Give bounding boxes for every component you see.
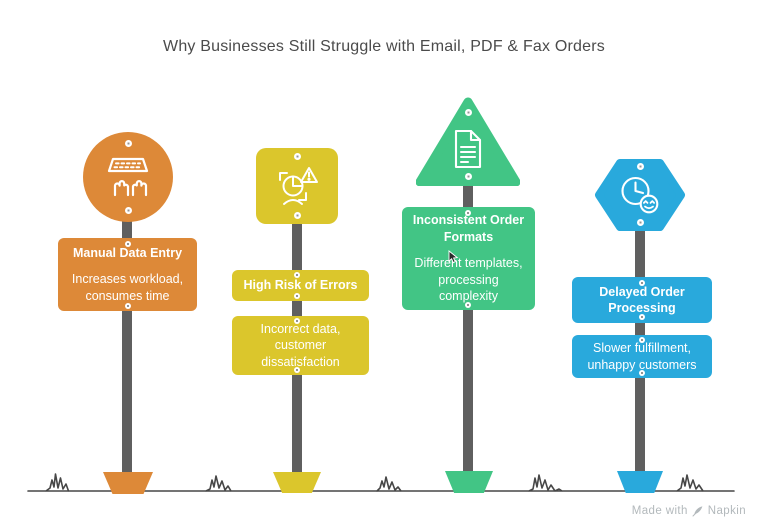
hexagon-bg bbox=[595, 159, 685, 231]
keyboard-typing-icon bbox=[107, 157, 149, 197]
feather-icon bbox=[692, 506, 703, 517]
rivet bbox=[293, 153, 301, 160]
signpost-base bbox=[617, 471, 663, 493]
rivet bbox=[639, 337, 645, 343]
sign-board: Incorrect data, customer dissatisfaction bbox=[232, 316, 369, 375]
rivet bbox=[294, 293, 300, 299]
napkin-watermark[interactable]: Made with Napkin bbox=[632, 505, 746, 517]
sign-board: Manual Data Entry Increases workload, co… bbox=[58, 238, 197, 311]
rivet bbox=[124, 241, 131, 247]
triangle-shape bbox=[416, 94, 520, 186]
rivet bbox=[124, 303, 131, 309]
rivet bbox=[293, 212, 301, 219]
rivet bbox=[639, 314, 645, 320]
sign-description: Slower fulfillment, unhappy customers bbox=[587, 341, 697, 372]
mouse-cursor bbox=[448, 250, 459, 264]
chart-error-warning-icon bbox=[279, 167, 318, 205]
sign-description: Incorrect data, customer dissatisfaction bbox=[260, 321, 341, 369]
hexagon-shape bbox=[594, 158, 686, 232]
rivet bbox=[464, 109, 472, 116]
sign-heading: Delayed Order Processing bbox=[599, 284, 685, 316]
sign-board: High Risk of Errors bbox=[232, 270, 369, 301]
sign-heading: Inconsistent Order Formats bbox=[412, 213, 525, 244]
watermark-brand: Napkin bbox=[707, 505, 746, 517]
rivet bbox=[639, 370, 645, 376]
signpost-base bbox=[103, 472, 153, 494]
rivet bbox=[294, 272, 300, 278]
rivet bbox=[636, 163, 644, 170]
triangle-bg bbox=[416, 97, 520, 186]
rivet bbox=[636, 219, 644, 226]
sign-description: Increases workload, consumes time bbox=[71, 272, 184, 303]
watermark-prefix: Made with bbox=[631, 505, 688, 517]
rivet bbox=[124, 140, 132, 147]
clock-delay-smiley-icon bbox=[621, 176, 659, 214]
diagram-title: Why Businesses Still Struggle with Email… bbox=[163, 38, 605, 55]
document-icon bbox=[454, 129, 482, 169]
rivet bbox=[465, 210, 471, 216]
signpost-base bbox=[273, 472, 321, 493]
square-shape bbox=[256, 148, 338, 224]
sign-board: Slower fulfillment, unhappy customers bbox=[572, 335, 712, 378]
rivet bbox=[294, 318, 300, 324]
rivet bbox=[124, 207, 132, 214]
rivet bbox=[464, 173, 472, 180]
rivet bbox=[639, 280, 645, 286]
signpost-pole bbox=[635, 175, 645, 476]
sign-heading: Manual Data Entry bbox=[72, 245, 183, 260]
sign-board: Inconsistent Order Formats Different tem… bbox=[402, 207, 535, 310]
rivet bbox=[465, 302, 471, 308]
rivet bbox=[294, 367, 300, 373]
signpost-base bbox=[445, 471, 493, 493]
signpost-pole bbox=[122, 175, 132, 480]
sign-heading: High Risk of Errors bbox=[243, 278, 358, 293]
